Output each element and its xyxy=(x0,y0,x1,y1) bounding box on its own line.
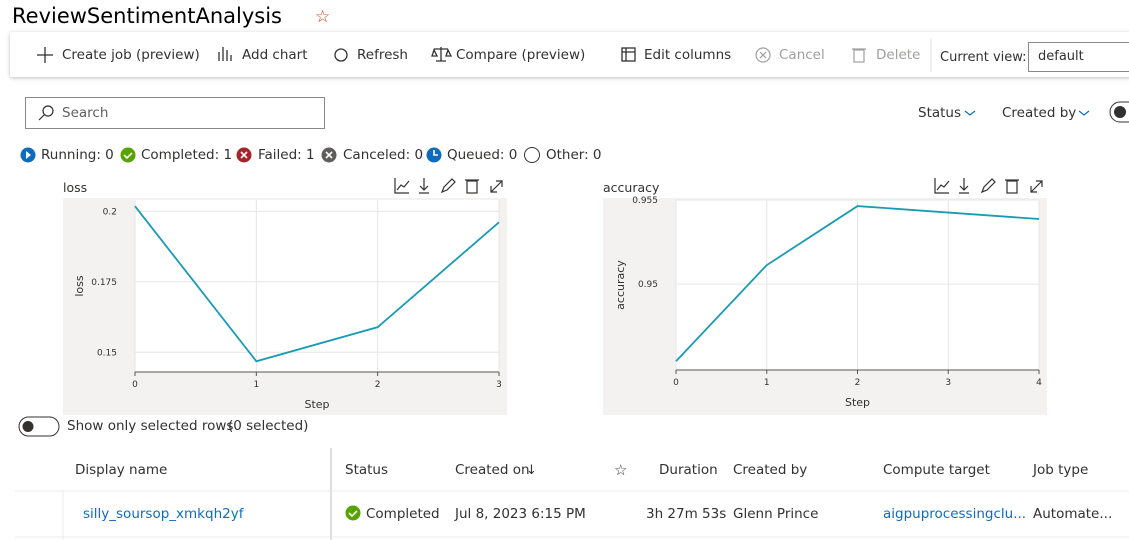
column-header[interactable]: Status xyxy=(345,462,389,478)
y-tick-label: 0.955 xyxy=(632,196,658,206)
favorite-star: ☆ xyxy=(315,7,330,27)
toggle[interactable] xyxy=(1109,101,1129,123)
x-tick-label: 1 xyxy=(253,380,259,390)
status-count: Running: 0 xyxy=(41,147,114,163)
plot-area xyxy=(676,200,1039,370)
search-box[interactable]: Search xyxy=(25,97,325,129)
chart-title: accuracy xyxy=(603,180,660,195)
chart-title: loss xyxy=(63,180,87,195)
toolbar-button[interactable]: Edit columns xyxy=(644,47,732,63)
toolbar xyxy=(10,32,1129,77)
toolbar-button[interactable]: Delete xyxy=(876,47,921,63)
filter[interactable]: Created by xyxy=(1002,105,1077,121)
x-tick-label: 2 xyxy=(855,378,861,388)
filter[interactable]: Status xyxy=(918,105,962,121)
toolbar-button[interactable]: Compare (preview) xyxy=(456,47,586,63)
x-tick-label: 4 xyxy=(1036,378,1042,388)
status-check xyxy=(348,510,358,518)
view-select[interactable]: default xyxy=(1028,42,1129,72)
chart-panel xyxy=(603,198,1047,415)
x-tick-label: 3 xyxy=(496,380,502,390)
chart-toolbar-icons xyxy=(394,178,1043,194)
x-tick-label: 3 xyxy=(945,378,951,388)
toolbar-button[interactable]: Cancel xyxy=(779,47,825,63)
toggle-label: Show only selected rows xyxy=(67,418,234,434)
x-tick-label: 0 xyxy=(673,378,679,388)
status-count: Other: 0 xyxy=(546,147,602,163)
compute-link[interactable]: aigpuprocessingclu... xyxy=(883,506,1027,522)
toggle-knob xyxy=(22,421,34,432)
x-axis-label: Step xyxy=(304,398,329,411)
toolbar-button[interactable]: Refresh xyxy=(357,47,408,63)
chart-panel xyxy=(63,198,507,415)
line xyxy=(675,205,1040,362)
view-label: Current view: xyxy=(940,50,1027,65)
cell: Automate... xyxy=(1033,506,1113,522)
y-tick-label: 0.95 xyxy=(638,280,658,290)
status-count: Canceled: 0 xyxy=(343,147,424,163)
status-count: Completed: 1 xyxy=(141,147,233,163)
run-link[interactable]: silly_soursop_xmkqh2yf xyxy=(83,506,244,522)
favorite-column: ☆ xyxy=(614,461,627,479)
y-tick-label: 0.175 xyxy=(91,278,117,288)
column-header[interactable]: Created by xyxy=(733,462,808,478)
cell: Jul 8, 2023 6:15 PM xyxy=(455,506,586,522)
column-header[interactable]: Compute target xyxy=(883,462,990,478)
toolbar-button[interactable]: Add chart xyxy=(242,47,308,63)
status-icon xyxy=(345,505,361,521)
y-axis-label: loss xyxy=(73,275,86,297)
column-header[interactable]: Created on xyxy=(455,462,530,478)
toggle-knob xyxy=(1114,106,1126,118)
column-header[interactable]: Display name xyxy=(75,462,168,478)
x-tick-label: 0 xyxy=(132,380,138,390)
status-count: Queued: 0 xyxy=(447,147,518,163)
toggle-count: (0 selected) xyxy=(228,418,309,434)
column-header[interactable]: Job type xyxy=(1033,462,1089,478)
selected-toggle[interactable] xyxy=(18,416,60,437)
x-tick-label: 2 xyxy=(375,380,381,390)
column-header[interactable]: Duration xyxy=(659,462,718,478)
y-axis-label: accuracy xyxy=(614,260,627,310)
y-tick-label: 0.2 xyxy=(103,207,117,217)
cell: 3h 27m 53s xyxy=(646,506,727,522)
x-tick-label: 1 xyxy=(764,378,770,388)
plot-area xyxy=(135,200,499,372)
toolbar-button[interactable]: Create job (preview) xyxy=(62,47,200,63)
y-tick-label: 0.15 xyxy=(97,348,117,358)
page-title: ReviewSentimentAnalysis xyxy=(12,4,282,28)
x-axis-label: Step xyxy=(845,396,870,409)
cell: Completed xyxy=(366,506,440,522)
status-count: Failed: 1 xyxy=(258,147,315,163)
cell: Glenn Prince xyxy=(733,506,819,522)
line xyxy=(134,205,500,363)
